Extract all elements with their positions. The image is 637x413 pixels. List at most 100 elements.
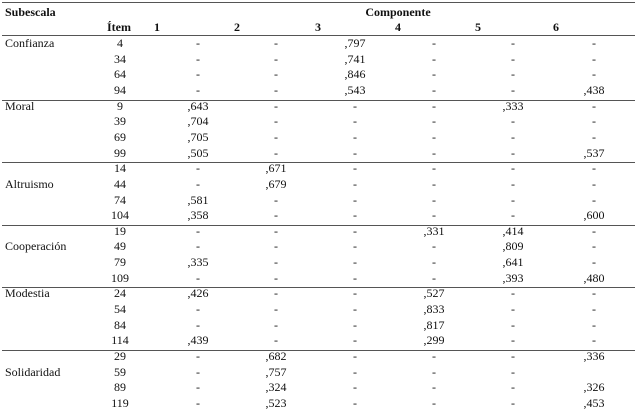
item-number: 94 (114, 82, 126, 97)
loading-cell: - (274, 145, 278, 160)
loading-cell: ,704 (187, 114, 209, 129)
loading-cell: ,358 (187, 208, 209, 223)
loading-cell: - (353, 114, 357, 129)
loading-cell: - (353, 380, 357, 395)
loading-cell: - (432, 129, 436, 144)
loading-cell: ,336 (583, 349, 605, 363)
loading-cell: ,679 (265, 176, 287, 191)
loading-cell: - (592, 67, 596, 82)
loading-cell: - (592, 176, 596, 191)
item-number: 9 (117, 98, 123, 113)
loading-cell: - (432, 114, 436, 129)
item-number: 99 (114, 145, 126, 160)
loading-cell: ,543 (344, 82, 366, 97)
loading-cell: - (511, 82, 515, 97)
loading-cell: - (274, 317, 278, 332)
loading-cell: - (592, 161, 596, 176)
loading-cell: - (511, 176, 515, 191)
loading-cell: - (432, 208, 436, 223)
loading-cell: ,333 (502, 98, 524, 113)
group-rule (2, 100, 635, 101)
loading-cell: - (511, 395, 515, 410)
loading-cell: ,335 (187, 255, 209, 270)
loading-cell: - (196, 161, 200, 176)
loading-cell: - (592, 129, 596, 144)
subscale-label: Confianza (5, 36, 55, 50)
loading-cell: - (592, 36, 596, 50)
item-number: 89 (114, 380, 126, 395)
loading-cell: - (196, 380, 200, 395)
loading-cell: - (274, 255, 278, 270)
column-header: 6 (553, 20, 559, 34)
loading-cell: - (196, 239, 200, 254)
loading-cell: - (432, 349, 436, 363)
loading-cell: - (432, 82, 436, 97)
item-number: 4 (117, 36, 123, 50)
loading-cell: - (196, 302, 200, 317)
subscale-header: Subescala (5, 5, 56, 19)
item-number: 14 (114, 161, 126, 176)
loading-cell: ,331 (423, 223, 445, 238)
loading-cell: - (274, 192, 278, 207)
loading-cell: - (432, 51, 436, 66)
item-number: 44 (114, 176, 126, 191)
loading-cell: ,757 (265, 364, 287, 379)
loading-cell: - (432, 270, 436, 285)
loading-cell: - (592, 114, 596, 129)
subscale-label: Modestia (5, 286, 50, 301)
loading-cell: - (196, 67, 200, 82)
loading-cell: ,817 (423, 317, 445, 332)
loading-cell: ,797 (344, 36, 366, 50)
loading-cell: - (353, 270, 357, 285)
item-number: 39 (114, 114, 126, 129)
group-rule (2, 162, 635, 163)
loading-cell: - (511, 349, 515, 363)
loading-cell: - (511, 192, 515, 207)
loading-cell: ,326 (583, 380, 605, 395)
loading-cell: - (592, 317, 596, 332)
loading-cell: - (432, 192, 436, 207)
loading-cell: - (274, 270, 278, 285)
loading-cell: ,682 (265, 349, 287, 363)
loading-cell: - (432, 145, 436, 160)
item-header: Ítem (107, 20, 131, 34)
loading-cell: - (592, 51, 596, 66)
loading-cell: - (511, 333, 515, 348)
loading-cell: ,600 (583, 208, 605, 223)
column-header: 5 (475, 20, 481, 34)
loading-cell: - (196, 270, 200, 285)
item-number: 119 (111, 395, 129, 410)
loading-cell: - (353, 192, 357, 207)
loading-cell: - (432, 255, 436, 270)
loading-cell: - (592, 302, 596, 317)
loading-cell: - (432, 161, 436, 176)
item-number: 24 (114, 286, 126, 301)
loading-cell: - (274, 98, 278, 113)
loading-cell: - (511, 145, 515, 160)
loading-cell: - (274, 302, 278, 317)
loading-cell: ,426 (187, 286, 209, 301)
column-header: 4 (395, 20, 401, 34)
loading-cell: - (511, 317, 515, 332)
loading-cell: - (274, 129, 278, 144)
loading-cell: - (592, 239, 596, 254)
loading-cell: ,527 (423, 286, 445, 301)
loading-cell: - (432, 98, 436, 113)
item-number: 19 (114, 223, 126, 238)
loading-cell: ,453 (583, 395, 605, 410)
loading-cell: - (196, 317, 200, 332)
loading-cell: - (432, 239, 436, 254)
loading-cell: - (353, 395, 357, 410)
loading-cell: - (274, 333, 278, 348)
loading-cell: - (592, 192, 596, 207)
item-number: 59 (114, 364, 126, 379)
subscale-label: Moral (5, 98, 35, 113)
item-number: 34 (114, 51, 126, 66)
loading-cell: - (353, 333, 357, 348)
loading-cell: - (511, 51, 515, 66)
loading-cell: - (592, 98, 596, 113)
loading-cell: - (353, 317, 357, 332)
loading-cell: - (274, 208, 278, 223)
loading-cell: - (196, 82, 200, 97)
